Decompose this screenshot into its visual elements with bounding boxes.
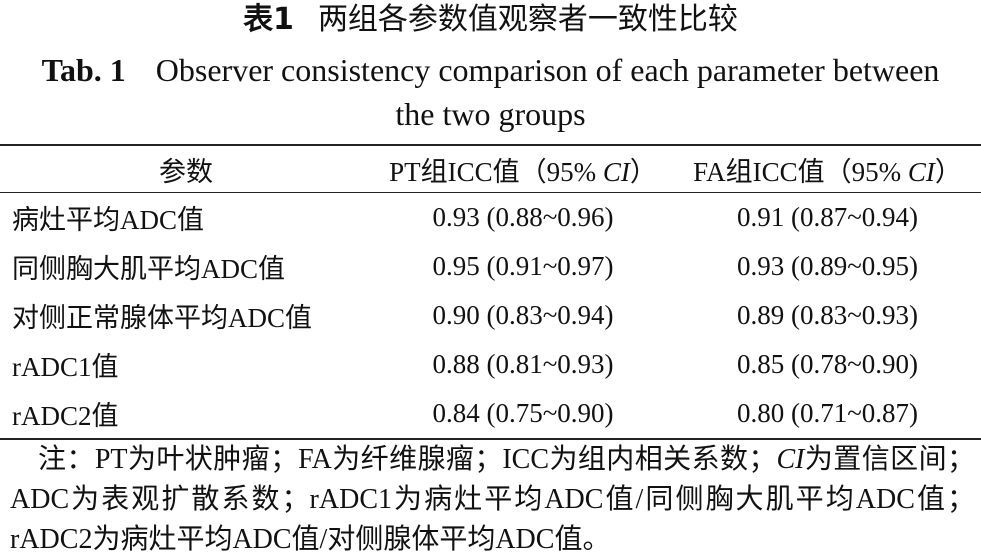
title-text: 两组各参数值观察者一致性比较 [317, 3, 738, 36]
title-text: Observer consistency comparison of each … [155, 52, 940, 132]
header-row: 参数 PT组ICC值（95% CI） FA组ICC值（95% CI） [0, 145, 981, 193]
text-segment: 参数 [159, 156, 213, 187]
table-cell: 0.95 (0.91~0.97) [432, 251, 614, 281]
text-segment: CI [602, 156, 630, 187]
text-segment: CI [776, 444, 805, 475]
table-row: 同侧胸大肌平均ADC值 0.95 (0.91~0.97) 0.93 (0.89~0.… [0, 242, 981, 291]
table-cell: 0.89 (0.83~0.93) [736, 300, 919, 330]
text-segment: FA组ICC值（95% [693, 156, 908, 187]
table-cell: 0.90 (0.83~0.94) [432, 300, 614, 330]
text-segment: 为置信区间；ADC为表观扩散系数；rADC1为病灶平均ADC值/同侧胸大肌平均A… [10, 444, 975, 555]
text-segment: 注：PT为叶状肿瘤；FA为纤维腺瘤；ICC为组内相关系数； [38, 444, 777, 475]
table-cell: 0.91 (0.87~0.94) [736, 202, 919, 232]
table-cell: 对侧正常腺体平均ADC值 [12, 303, 313, 333]
title-label: Tab. 1 [41, 52, 126, 88]
table-cell: 病灶平均ADC值 [12, 205, 205, 235]
table-row: rADC1值 0.88 (0.81~0.93) 0.85 (0.78~0.90) [0, 340, 981, 389]
title-cn: 表1 两组各参数值观察者一致性比较 [0, 0, 981, 40]
table-cell: 0.88 (0.81~0.93) [432, 349, 614, 379]
table-row: 病灶平均ADC值 0.93 (0.88~0.96) 0.91 (0.87~0.94) [0, 193, 981, 243]
table-cell: rADC1值 [12, 352, 119, 382]
table-cell: 0.84 (0.75~0.90) [432, 398, 614, 428]
text-segment: ） [934, 156, 962, 187]
text-segment: ） [629, 156, 657, 187]
header-cell: 参数 [0, 145, 372, 193]
table: 参数 PT组ICC值（95% CI） FA组ICC值（95% CI） 病灶平均ADC值… [0, 144, 981, 440]
header-cell: PT组ICC值（95% CI） [372, 145, 674, 193]
table-cell: 0.80 (0.71~0.87) [736, 398, 919, 428]
note: 注：PT为叶状肿瘤；FA为纤维腺瘤；ICC为组内相关系数；CI为置信区间；ADC… [10, 440, 975, 560]
table-row: rADC2值 0.84 (0.75~0.90) 0.80 (0.71~0.87) [0, 389, 981, 439]
table-cell: 同侧胸大肌平均ADC值 [12, 254, 286, 284]
title-label: 表1 [243, 2, 294, 37]
text-segment: PT组ICC值（95% [389, 156, 603, 187]
text-segment: CI [907, 156, 935, 187]
table-cell: 0.93 (0.89~0.95) [736, 251, 919, 281]
table-cell: 0.85 (0.78~0.90) [736, 349, 919, 379]
table-body: 病灶平均ADC值 0.93 (0.88~0.96) 0.91 (0.87~0.94)… [0, 193, 981, 439]
table-cell: 0.93 (0.88~0.96) [432, 202, 614, 232]
table-row: 对侧正常腺体平均ADC值 0.90 (0.83~0.94) 0.89 (0.83~0… [0, 291, 981, 340]
table-cell: rADC2值 [12, 401, 119, 431]
header-cell: FA组ICC值（95% CI） [674, 145, 981, 193]
title-en: Tab. 1 Observer consistency comparison of… [20, 48, 961, 136]
